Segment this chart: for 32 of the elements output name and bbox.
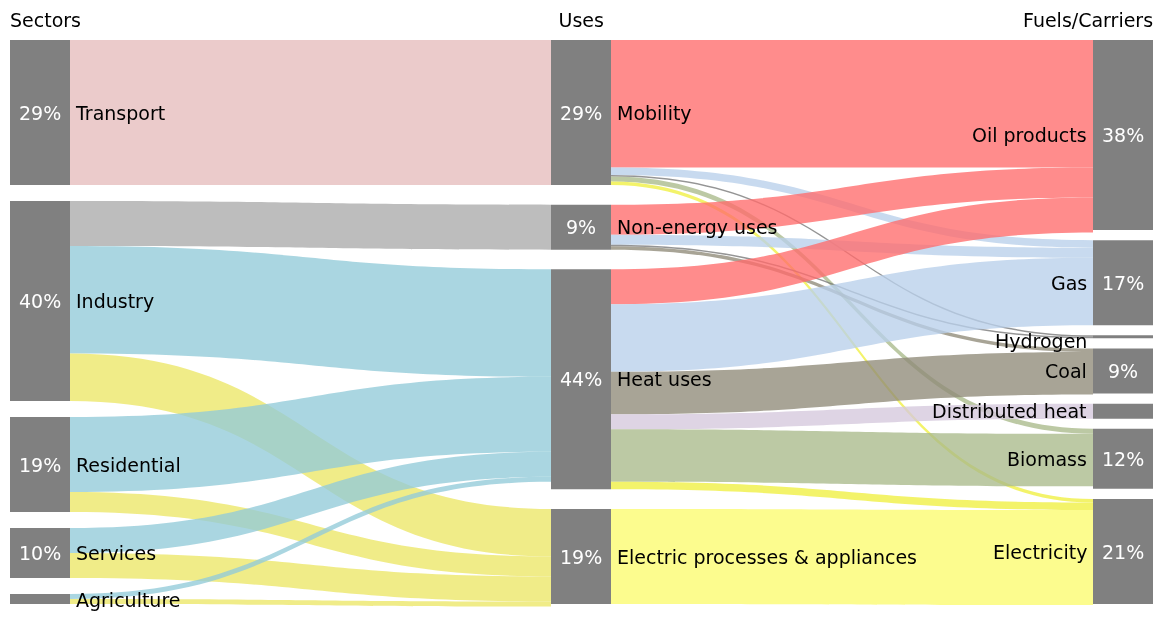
category-label: Industry <box>76 290 155 312</box>
data-label: 9% <box>1108 360 1139 382</box>
data-label: 12% <box>1102 447 1145 470</box>
category-label: Distributed heat <box>932 400 1087 423</box>
category-label: Transport <box>76 101 166 124</box>
series-label: Uses <box>558 9 604 31</box>
category-label: Hydrogen <box>995 330 1088 353</box>
series-label: Sectors <box>10 9 81 31</box>
data-label: 9% <box>566 216 597 239</box>
category-label: Electricity <box>993 540 1088 563</box>
series-label: Fuels/Carriers <box>1023 9 1154 31</box>
data-label: 10% <box>19 542 62 564</box>
category-label: Oil products <box>972 124 1087 146</box>
category-label: Services <box>76 542 157 564</box>
data-label: 19% <box>19 453 62 476</box>
data-label: 38% <box>1102 124 1145 146</box>
data-label: 44% <box>560 368 603 391</box>
data-label: 19% <box>560 545 603 568</box>
data-label: 29% <box>19 101 62 124</box>
category-label: Mobility <box>617 101 692 124</box>
category-label: Heat uses <box>617 368 712 391</box>
data-label: 17% <box>1102 271 1145 294</box>
category-label: Residential <box>76 453 181 476</box>
data-label: 29% <box>560 101 603 124</box>
category-label: Gas <box>1051 271 1088 294</box>
category-label: Biomass <box>1007 447 1087 470</box>
category-label: Non-energy uses <box>617 216 778 239</box>
category-label: Electric processes & appliances <box>617 545 917 568</box>
data-label: 40% <box>19 290 62 312</box>
category-label: Agriculture <box>76 589 181 611</box>
category-label: Coal <box>1045 360 1087 382</box>
data-label: 21% <box>1102 540 1145 563</box>
